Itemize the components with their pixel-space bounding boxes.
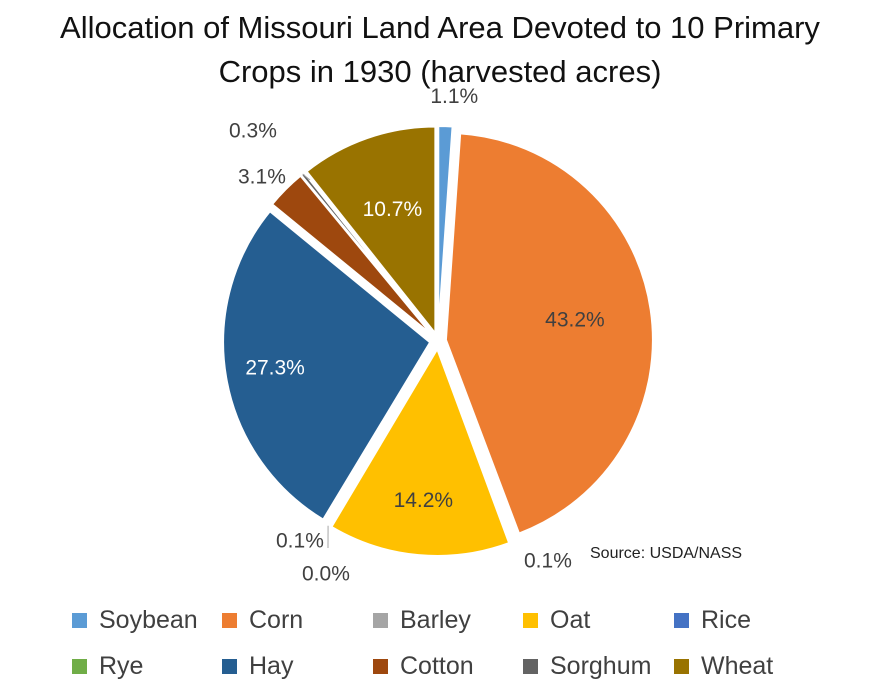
data-label-rice: 0.0% xyxy=(302,563,350,586)
legend-item-sorghum: Sorghum xyxy=(523,652,651,681)
legend-swatch-rice xyxy=(674,613,689,628)
legend-label-hay: Hay xyxy=(249,652,294,680)
legend-label-rice: Rice xyxy=(701,606,752,634)
pie-slice-hay xyxy=(222,209,432,521)
source-note: Source: USDA/NASS xyxy=(590,545,743,562)
chart-title-line-1: Allocation of Missouri Land Area Devoted… xyxy=(60,10,820,45)
legend-label-wheat: Wheat xyxy=(701,652,774,680)
leader-line-sorghum xyxy=(302,173,311,181)
legend-item-barley: Barley xyxy=(373,606,471,635)
data-label-hay: 27.3% xyxy=(245,357,305,380)
pie-slice-oat xyxy=(330,346,511,557)
legend-label-soybean: Soybean xyxy=(99,606,198,634)
legend-item-cotton: Cotton xyxy=(373,652,474,681)
data-label-barley: 0.1% xyxy=(524,550,572,573)
legend-item-rye: Rye xyxy=(72,652,143,681)
chart-title: Allocation of Missouri Land Area Devoted… xyxy=(0,6,880,94)
pie-slice-barley xyxy=(439,348,516,544)
chart-title-line-2: Crops in 1930 (harvested acres) xyxy=(218,54,662,89)
legend-swatch-corn xyxy=(222,613,237,628)
legend-swatch-cotton xyxy=(373,659,388,674)
legend-swatch-barley xyxy=(373,613,388,628)
legend-swatch-sorghum xyxy=(523,659,538,674)
pie-slice-wheat xyxy=(305,125,437,337)
legend-label-cotton: Cotton xyxy=(400,652,474,680)
legend-swatch-oat xyxy=(523,613,538,628)
legend-label-barley: Barley xyxy=(400,606,471,634)
legend-item-hay: Hay xyxy=(222,652,293,681)
legend-swatch-wheat xyxy=(674,659,689,674)
legend-label-rye: Rye xyxy=(99,652,144,680)
data-label-cotton: 3.1% xyxy=(238,166,286,189)
data-label-corn: 43.2% xyxy=(545,308,605,331)
data-label-soybean: 1.1% xyxy=(430,85,478,108)
data-label-rye: 0.1% xyxy=(276,530,324,553)
data-label-wheat: 10.7% xyxy=(363,198,423,221)
pie-chart: 1.1% 43.2% 0.1% 14.2% 0.0% 0.1% 27.3% 3.1% 0.3% 1… xyxy=(222,85,654,586)
legend-swatch-rye xyxy=(72,659,87,674)
legend-item-corn: Corn xyxy=(222,606,303,635)
data-label-sorghum: 0.3% xyxy=(229,120,277,143)
legend-label-oat: Oat xyxy=(550,606,591,634)
legend-label-sorghum: Sorghum xyxy=(550,652,652,680)
pie-slice-corn xyxy=(444,132,654,535)
legend-swatch-soybean xyxy=(72,613,87,628)
data-label-oat: 14.2% xyxy=(394,489,454,512)
pie-slice-rye xyxy=(325,347,435,528)
legend-item-wheat: Wheat xyxy=(674,652,773,681)
legend-item-rice: Rice xyxy=(674,606,751,635)
pie-slice-soybean xyxy=(437,125,454,334)
legend-item-oat: Oat xyxy=(523,606,590,635)
legend-label-corn: Corn xyxy=(249,606,304,634)
legend-item-soybean: Soybean xyxy=(72,606,198,635)
legend-swatch-hay xyxy=(222,659,237,674)
